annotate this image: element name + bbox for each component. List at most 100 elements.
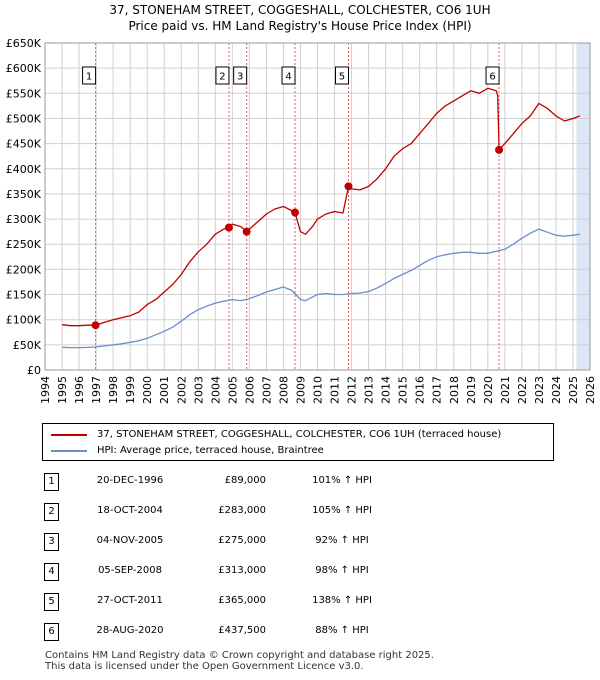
x-tick-label: 2018 [448, 376, 461, 404]
x-tick-label: 2015 [397, 376, 410, 404]
legend-entry-hpi: HPI: Average price, terraced house, Brai… [51, 443, 324, 458]
y-tick-label: £450K [6, 138, 42, 151]
sale-label-box [233, 66, 248, 85]
x-tick-label: 2004 [209, 376, 222, 404]
chart-legend: 37, STONEHAM STREET, COGGESHALL, COLCHES… [42, 423, 554, 461]
x-tick-label: 2020 [482, 376, 495, 404]
sale-label-box [281, 66, 296, 85]
sale-point [344, 182, 353, 191]
y-tick-label: £200K [6, 263, 42, 276]
x-tick-label: 2000 [141, 376, 154, 404]
x-tick-label: 1996 [73, 376, 86, 404]
hpi-line [61, 228, 580, 349]
chart-title: 37, STONEHAM STREET, COGGESHALL, COLCHES… [109, 3, 491, 17]
y-tick-label: £0 [27, 364, 41, 377]
sale-number: 4 [44, 563, 59, 581]
sale-hpi-change: 92% ↑ HPI [315, 535, 369, 546]
sale-label: 2 [219, 72, 225, 83]
x-tick-label: 2019 [465, 376, 478, 404]
sale-number: 1 [44, 473, 59, 491]
sale-label: 3 [237, 72, 243, 83]
footer-copyright: Contains HM Land Registry data © Crown c… [45, 650, 434, 661]
sale-point [242, 227, 251, 236]
sale-price: £437,500 [218, 625, 266, 636]
sale-price: £283,000 [218, 505, 266, 516]
sale-price: £89,000 [224, 475, 266, 486]
x-tick-label: 2024 [550, 376, 563, 404]
highlight-band [576, 43, 590, 370]
x-tick-label: 2006 [243, 376, 256, 404]
x-tick-label: 2010 [312, 376, 325, 404]
x-tick-label: 1998 [107, 376, 120, 404]
price-chart: £0 £50K £100K £150K £200K £250K £300K £350K £400… [6, 37, 597, 404]
x-tick-label: 2017 [431, 376, 444, 404]
footer-license: This data is licensed under the Open Gov… [45, 661, 364, 672]
sale-label-box [334, 66, 349, 85]
x-tick-label: 2003 [192, 376, 205, 404]
sale-date: 18-OCT-2004 [97, 505, 163, 516]
sale-label-box [82, 66, 97, 85]
x-tick-label: 2026 [584, 376, 597, 404]
x-tick-label: 1994 [39, 376, 52, 404]
sale-number: 6 [44, 623, 59, 641]
sale-hpi-change: 105% ↑ HPI [312, 505, 372, 516]
sale-date: 04-NOV-2005 [96, 535, 164, 546]
sale-hpi-change: 98% ↑ HPI [315, 565, 369, 576]
x-tick-label: 2016 [414, 376, 427, 404]
x-tick-label: 2014 [380, 376, 393, 404]
sale-number: 2 [44, 503, 59, 521]
legend-label-property: 37, STONEHAM STREET, COGGESHALL, COLCHES… [97, 429, 502, 440]
sale-date: 28-AUG-2020 [96, 625, 164, 636]
x-tick-label: 2012 [346, 376, 359, 404]
sale-label-box [215, 66, 230, 85]
footer: Contains HM Land Registry data © Crown c… [45, 650, 434, 672]
x-tick-label: 2005 [226, 376, 239, 404]
sale-label: 4 [285, 72, 291, 83]
sale-number: 5 [44, 593, 59, 611]
x-tick-label: 2007 [260, 376, 273, 404]
x-tick-label: 2025 [567, 376, 580, 404]
sale-point [495, 145, 504, 154]
x-tick-label: 2023 [533, 376, 546, 404]
x-tick-label: 2013 [363, 376, 376, 404]
sale-hpi-change: 88% ↑ HPI [315, 625, 369, 636]
legend-label-hpi: HPI: Average price, terraced house, Brai… [97, 445, 324, 456]
y-tick-label: £550K [6, 87, 42, 100]
y-tick-label: £150K [6, 289, 42, 302]
y-tick-label: £100K [6, 314, 42, 327]
sale-date: 27-OCT-2011 [97, 595, 163, 606]
sale-label: 1 [86, 72, 92, 83]
property-price-line [61, 87, 581, 327]
y-tick-label: £600K [6, 62, 42, 75]
sale-price: £313,000 [218, 565, 266, 576]
legend-swatch-property [51, 433, 87, 436]
sale-label-box [485, 66, 500, 85]
y-tick-label: £350K [6, 188, 42, 201]
x-tick-label: 2001 [158, 376, 171, 404]
x-tick-label: 2008 [277, 376, 290, 404]
y-tick-label: £650K [6, 37, 42, 50]
x-tick-label: 1997 [90, 376, 103, 404]
sale-price: £275,000 [218, 535, 266, 546]
chart-subtitle: Price paid vs. HM Land Registry's House … [128, 19, 472, 33]
sale-point [291, 208, 300, 217]
legend-entry-property: 37, STONEHAM STREET, COGGESHALL, COLCHES… [51, 427, 501, 442]
sale-label: 5 [339, 72, 345, 83]
y-tick-label: £250K [6, 238, 42, 251]
sale-price: £365,000 [218, 595, 266, 606]
y-tick-label: £400K [6, 163, 42, 176]
sale-date: 20-DEC-1996 [96, 475, 164, 486]
x-tick-label: 2021 [499, 376, 512, 404]
sale-number: 3 [44, 533, 59, 551]
sale-date: 05-SEP-2008 [98, 565, 162, 576]
sale-hpi-change: 101% ↑ HPI [312, 475, 372, 486]
x-tick-label: 2011 [329, 376, 342, 404]
y-tick-label: £50K [13, 339, 42, 352]
x-tick-label: 1995 [56, 376, 69, 404]
y-tick-label: £500K [6, 112, 42, 125]
x-tick-label: 2002 [175, 376, 188, 404]
y-tick-label: £300K [6, 213, 42, 226]
x-tick-label: 2022 [516, 376, 529, 404]
sale-label: 6 [489, 72, 495, 83]
plot-border [44, 42, 591, 371]
